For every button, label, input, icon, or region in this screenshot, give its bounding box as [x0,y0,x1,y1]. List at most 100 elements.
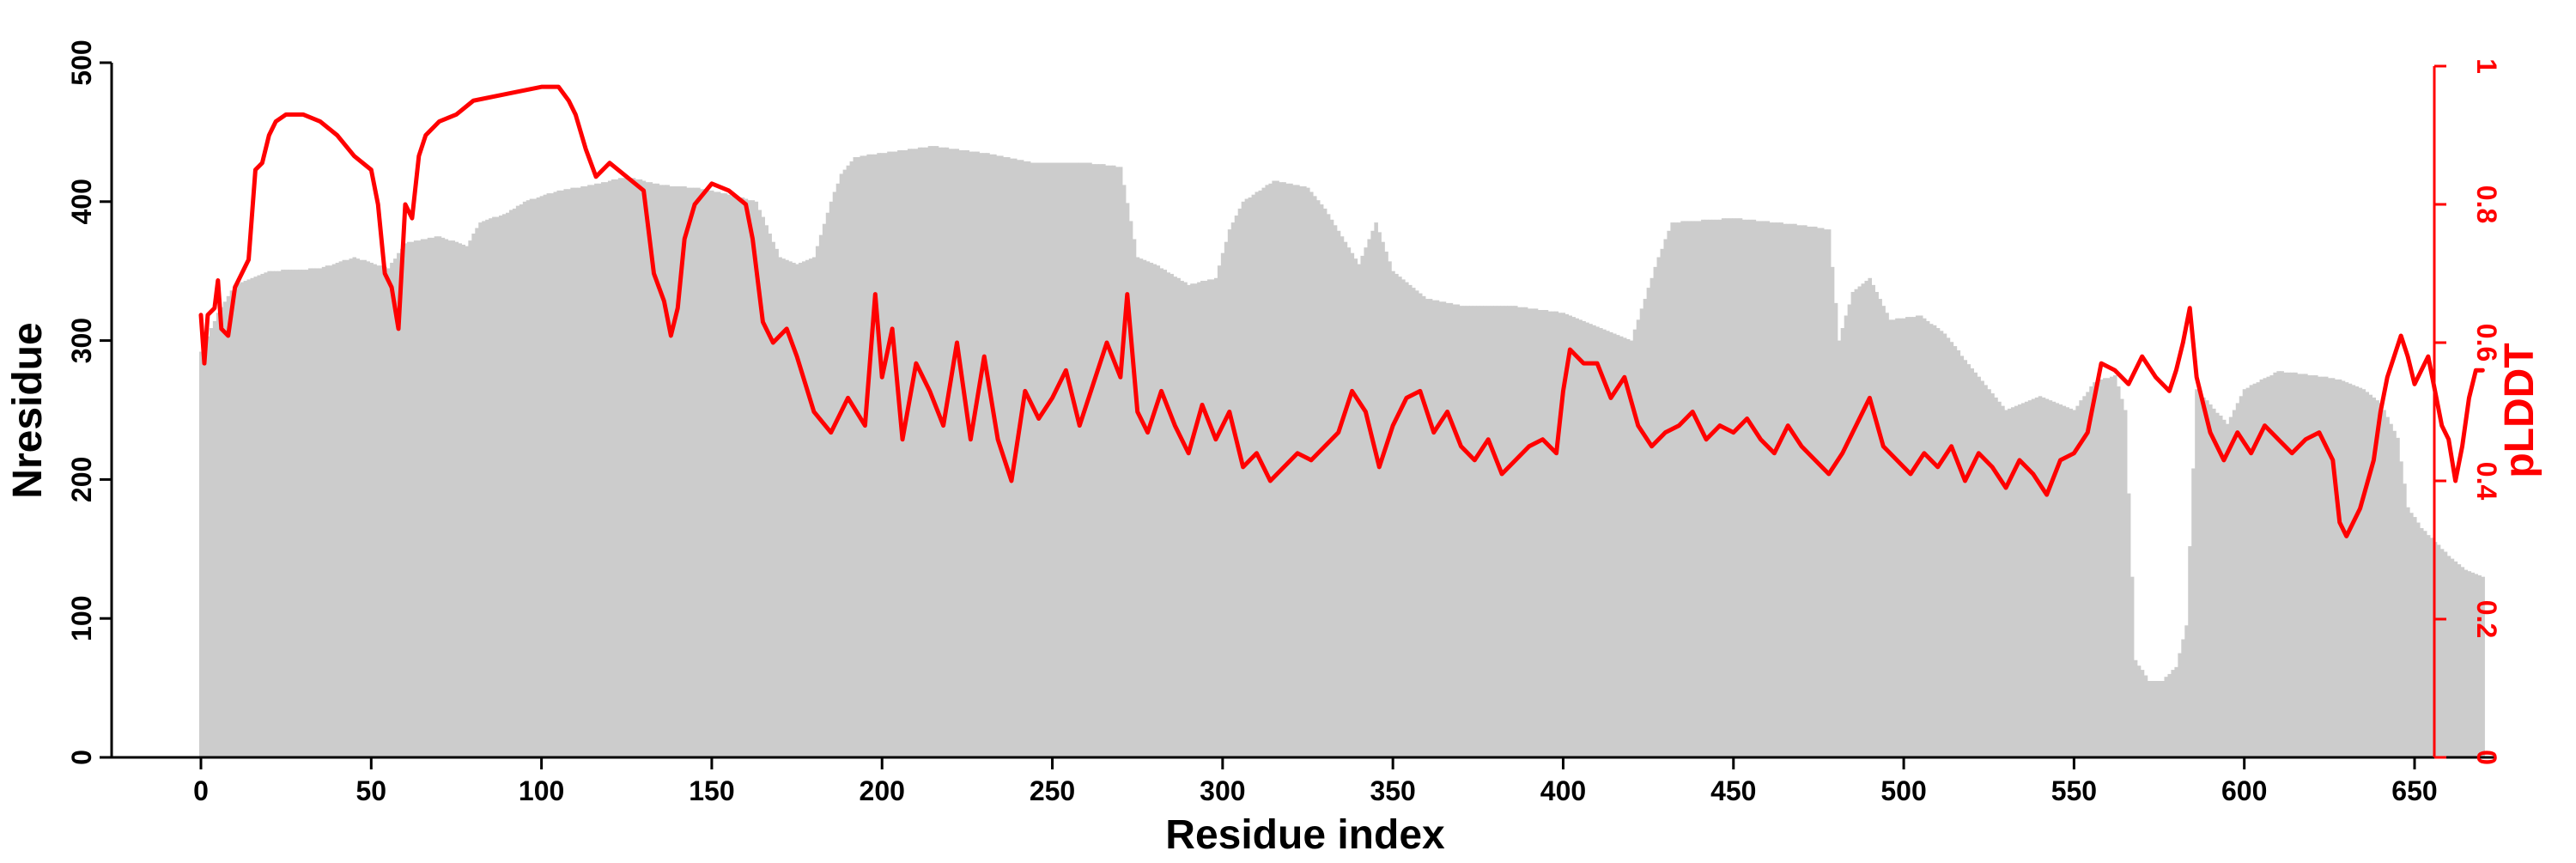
nresidue-bar [1925,320,1930,757]
nresidue-bar [1285,183,1290,757]
nresidue-bar [1315,200,1321,757]
nresidue-bar [502,214,507,758]
nresidue-bar [1504,306,1508,757]
nresidue-bar [1656,257,1662,757]
nresidue-bar [2208,404,2213,757]
nresidue-bar [1558,313,1563,757]
nresidue-bar [1994,397,1998,757]
y-axis-left-title: Nresidue [5,322,51,498]
nresidue-bar [2119,398,2124,757]
nresidue-bar [2048,400,2053,757]
nresidue-bar [1963,360,1968,757]
nresidue-bar [1765,221,1771,757]
nresidue-bar [1180,281,1184,757]
nresidue-bar [1793,223,1797,757]
y-left-tick-label: 200 [66,457,97,502]
nresidue-bar [2457,564,2462,757]
nresidue-bar [205,336,210,757]
x-tick-label: 300 [1200,775,1245,806]
nresidue-bar [829,201,834,758]
nresidue-bar [2273,372,2277,757]
nresidue-bar [1984,385,1988,757]
nresidue-bar [539,196,544,757]
nresidue-bar [853,157,858,757]
nresidue-bar [440,237,446,757]
nresidue-bar [645,182,650,757]
nresidue-bar [1159,268,1164,758]
nresidue-bar [1326,214,1331,758]
nresidue-bar [686,187,690,757]
nresidue-bar [672,186,677,757]
nresidue-bar [2232,410,2237,757]
nresidue-bar [2409,513,2414,757]
nresidue-bar [1398,277,1402,757]
nresidue-bar [1796,225,1801,757]
nresidue-bar [1074,162,1078,757]
nresidue-bar [2413,517,2417,757]
nresidue-bar [747,200,752,757]
nresidue-bar [1411,288,1416,757]
nresidue-bar [1421,295,1426,757]
nresidue-bar [2300,374,2305,757]
nresidue-bar [2110,376,2114,757]
nresidue-bar [1759,221,1764,757]
nresidue-bar [416,240,422,758]
nresidue-bar [2358,387,2363,757]
nresidue-bar [209,328,214,757]
nresidue-bar [2311,375,2315,757]
nresidue-bar [2320,376,2325,757]
nresidue-bar [515,205,520,757]
nresidue-bar [1306,187,1310,757]
nresidue-bar [1142,259,1147,757]
nresidue-bar [366,261,370,757]
nresidue-bar [1261,187,1267,757]
nresidue-bar [1632,329,1637,757]
nresidue-bar [1346,247,1352,757]
nresidue-bar [811,257,817,757]
nresidue-bar [2443,551,2448,757]
nresidue-bar [1755,221,1760,757]
nresidue-bar [1036,162,1042,757]
y-left-tick-label: 300 [66,318,97,363]
nresidue-bar [2263,378,2268,757]
nresidue-bar [2027,400,2032,757]
nresidue-bar [1350,252,1355,757]
nresidue-bar [1466,306,1470,757]
nresidue-bar [2034,397,2039,757]
nresidue-bar [1544,310,1549,757]
nresidue-bar [349,258,354,757]
nresidue-bar [1156,265,1161,758]
nresidue-bar [1735,218,1740,758]
nresidue-bar [792,262,796,757]
x-tick-label: 350 [1370,775,1415,806]
nresidue-bar [304,270,309,758]
y-right-tick-label: 0.6 [2471,324,2502,362]
nresidue-bar [2228,416,2233,757]
nresidue-bar [2406,507,2410,757]
nresidue-bar [2266,376,2271,757]
nresidue-bar [1357,264,1362,757]
nresidue-bar [2382,410,2386,757]
nresidue-bar [1667,230,1671,757]
nresidue-bar [1204,281,1208,757]
nresidue-bar [1813,226,1818,757]
nresidue-bar [2327,378,2332,757]
nresidue-bar [2055,403,2060,757]
nresidue-bar [478,222,483,757]
nresidue-bar [1520,307,1525,757]
nresidue-bar [1571,317,1576,758]
nresidue-bar [359,259,363,757]
nresidue-bar [413,240,418,758]
nresidue-bar [659,185,664,757]
nresidue-bar [1554,311,1559,757]
x-tick-label: 500 [1880,775,1926,806]
nresidue-bar [1418,293,1423,758]
nresidue-bar [1670,222,1674,757]
nresidue-bar [598,183,602,757]
nresidue-bar [764,225,769,757]
nresidue-bar [202,343,207,757]
nresidue-bar [1483,306,1487,757]
nresidue-bar [1425,299,1430,757]
nresidue-bar [723,193,728,758]
nresidue-bar [529,198,534,757]
